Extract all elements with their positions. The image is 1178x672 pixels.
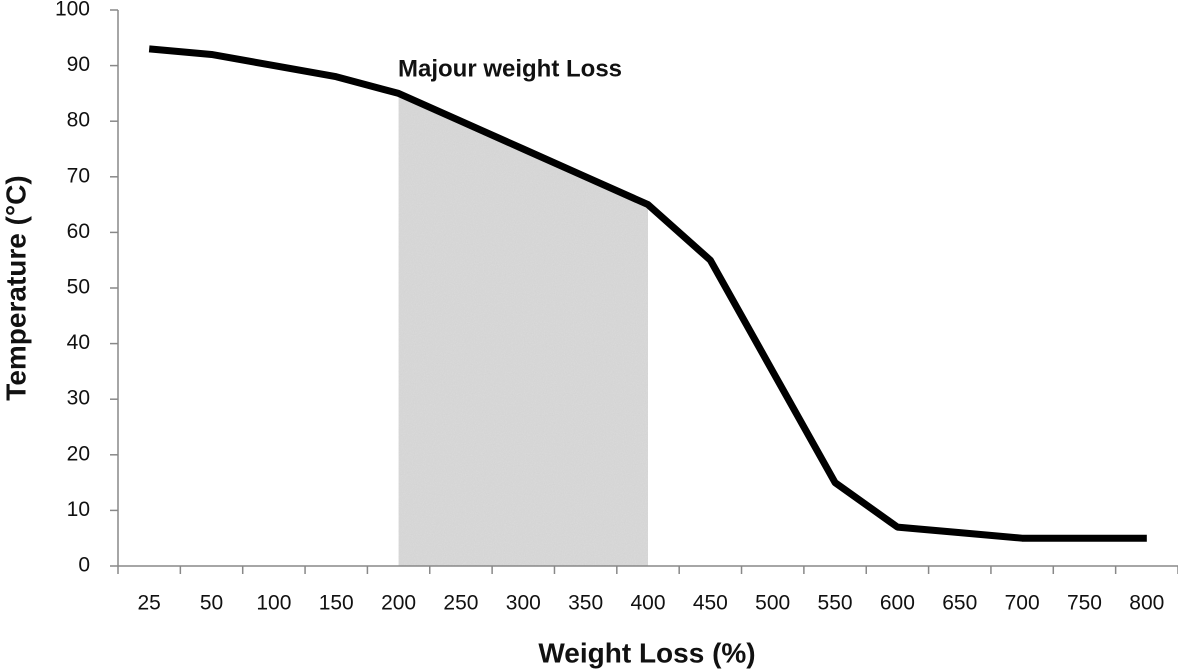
x-tick-label: 350 — [568, 592, 603, 615]
x-tick-label: 650 — [942, 592, 977, 615]
y-tick-label: 60 — [67, 220, 90, 243]
y-tick-label: 20 — [67, 442, 90, 465]
x-tick-label: 450 — [693, 592, 728, 615]
y-tick-label: 0 — [78, 554, 90, 577]
y-tick-label: 100 — [55, 0, 90, 21]
y-tick-label: 40 — [67, 331, 90, 354]
x-tick-label: 500 — [755, 592, 790, 615]
x-tick-label: 200 — [381, 592, 416, 615]
x-tick-label: 150 — [319, 592, 354, 615]
y-tick-label: 10 — [67, 498, 90, 521]
x-tick-label: 250 — [443, 592, 478, 615]
y-axis-title: Temperature (°C) — [0, 175, 31, 400]
x-tick-label: 550 — [818, 592, 853, 615]
y-tick-label: 80 — [67, 109, 90, 132]
y-tick-label: 70 — [67, 164, 90, 187]
x-tick-label: 800 — [1129, 592, 1164, 615]
x-axis-title: Weight Loss (%) — [538, 637, 755, 668]
x-tick-label: 25 — [137, 592, 160, 615]
x-tick-label: 700 — [1005, 592, 1040, 615]
line — [148, 45, 1147, 542]
annotation: Majour weight Loss — [398, 55, 622, 82]
x-tick-label: 300 — [506, 592, 541, 615]
x-tick-label: 50 — [200, 592, 223, 615]
x-tick-label: 600 — [880, 592, 915, 615]
highlight-area — [398, 93, 648, 567]
x-tick-label: 400 — [630, 592, 665, 615]
y-tick-label: 50 — [67, 276, 90, 299]
y-tick-label: 30 — [67, 387, 90, 410]
y-tick-label: 90 — [67, 53, 90, 76]
x-tick-label: 100 — [256, 592, 291, 615]
x-tick-label: 750 — [1067, 592, 1102, 615]
